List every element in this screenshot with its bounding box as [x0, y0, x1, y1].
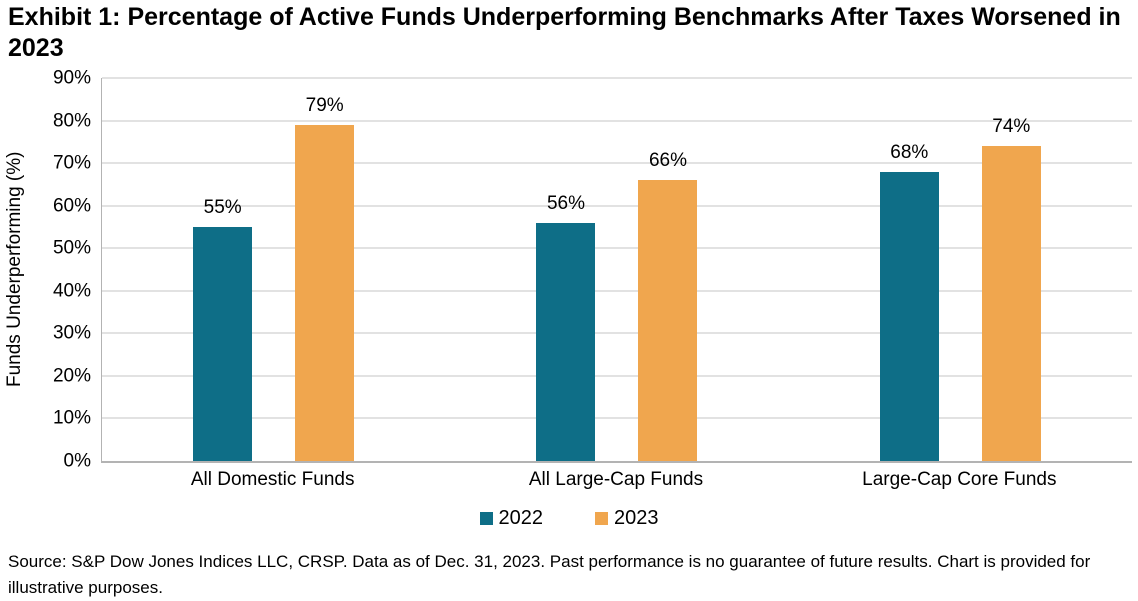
gridline	[102, 205, 1132, 207]
legend-item-2022: 2022	[479, 507, 544, 530]
gridline	[102, 332, 1132, 334]
bar-value-label: 79%	[305, 94, 344, 116]
source-note: Source: S&P Dow Jones Indices LLC, CRSP.…	[8, 552, 1091, 597]
y-axis-tick-label: 10%	[52, 407, 91, 429]
bar-value-label: 55%	[203, 196, 242, 218]
y-axis-tick-label: 60%	[52, 195, 91, 217]
y-axis-tick-label: 80%	[52, 110, 91, 132]
bar-value-label: 68%	[890, 141, 929, 163]
y-axis-tick-label: 0%	[63, 450, 91, 472]
gridline	[102, 417, 1132, 419]
gridline	[102, 120, 1132, 122]
plot-area: 55% 79% 56% 66% 68% 74%	[101, 77, 1132, 463]
y-axis-tick-label: 20%	[52, 365, 91, 387]
bar-2022: 68%	[879, 142, 939, 461]
bar-2023: 74%	[981, 116, 1041, 461]
bar-value-label: 74%	[992, 116, 1031, 138]
gridline	[102, 77, 1132, 79]
bar-value-label: 56%	[546, 192, 585, 214]
bar-group: 68% 74%	[789, 78, 1132, 461]
y-axis-tick-label: 90%	[52, 67, 91, 89]
y-axis-tick-label: 40%	[52, 280, 91, 302]
bar-group: 56% 66%	[445, 78, 788, 461]
bar-2022: 55%	[193, 197, 253, 461]
gridline	[102, 375, 1132, 377]
bars-row: 55% 79% 56% 66% 68% 74%	[102, 78, 1132, 461]
legend-swatch-2022	[479, 512, 493, 525]
y-axis-tick-label: 70%	[52, 152, 91, 174]
bar-2023: 66%	[638, 150, 698, 461]
legend-label: 2023	[614, 507, 659, 529]
bar-2023: 79%	[295, 95, 355, 461]
legend: 2022 2023	[0, 507, 1138, 530]
bar-value-label: 66%	[648, 150, 687, 172]
chart-title: Exhibit 1: Percentage of Active Funds Un…	[8, 3, 1121, 62]
x-axis-category-label: All Domestic Funds	[190, 469, 355, 490]
x-axis-category-label: All Large-Cap Funds	[528, 469, 704, 490]
y-axis-tick-label: 30%	[52, 322, 91, 344]
legend-label: 2022	[498, 507, 544, 529]
y-axis-ticks: 0% 10% 20% 30% 40% 50% 60% 70% 80% 90%	[0, 69, 91, 471]
bar-2022: 56%	[536, 193, 596, 461]
x-axis-category-label: Large-Cap Core Funds	[862, 469, 1057, 490]
legend-swatch-2023	[595, 512, 608, 525]
gridline	[102, 162, 1132, 164]
legend-item-2023: 2023	[595, 507, 659, 530]
x-axis-labels: All Domestic Funds All Large-Cap Funds Lar…	[101, 469, 1131, 491]
gridline	[102, 290, 1132, 292]
bar-group: 55% 79%	[102, 78, 445, 461]
y-axis-tick-label: 50%	[52, 237, 91, 259]
gridline	[102, 247, 1132, 249]
